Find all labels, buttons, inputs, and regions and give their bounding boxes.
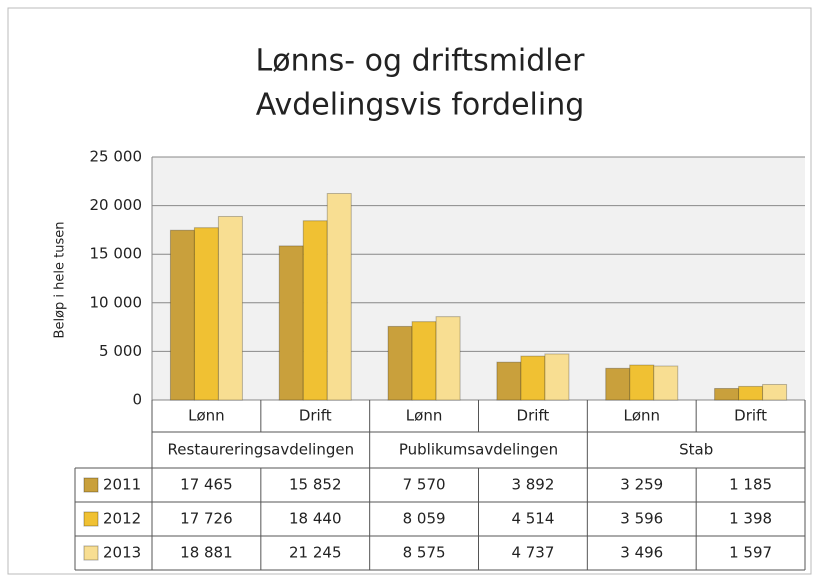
bar (520, 355, 546, 401)
bar (217, 215, 243, 401)
table-value: 18 440 (289, 510, 342, 528)
table-value: 3 496 (620, 544, 663, 562)
legend-swatch (83, 511, 99, 527)
table-value: 4 737 (511, 544, 554, 562)
bar (605, 367, 631, 401)
bar (326, 192, 352, 401)
bar (302, 220, 328, 401)
x-tick-label: Drift (299, 407, 332, 425)
x-tick-label: Drift (734, 407, 767, 425)
table-value: 17 726 (180, 510, 233, 528)
table-value: 15 852 (289, 476, 342, 494)
group-label: Stab (679, 441, 713, 459)
table-value: 21 245 (289, 544, 342, 562)
bar (411, 321, 437, 401)
bar (496, 361, 522, 401)
legend-label: 2012 (103, 510, 141, 528)
bar (714, 387, 740, 401)
x-tick-label: Lønn (406, 407, 443, 425)
plot-area (152, 157, 805, 400)
y-tick-label: 25 000 (90, 148, 143, 166)
group-label: Restaureringsavdelingen (168, 441, 355, 459)
y-tick-label: 20 000 (90, 196, 143, 214)
chart-title: Lønns- og driftsmidler (256, 44, 586, 79)
bar (738, 385, 764, 401)
table-value: 1 597 (729, 544, 772, 562)
table-value: 1 398 (729, 510, 772, 528)
table-value: 8 059 (403, 510, 446, 528)
bar (544, 353, 570, 401)
y-tick-label: 5 000 (99, 342, 142, 360)
legend-swatch (83, 545, 99, 561)
legend-label: 2011 (103, 476, 141, 494)
group-label: Publikumsavdelingen (399, 441, 558, 459)
table-value: 7 570 (403, 476, 446, 494)
bar (762, 383, 788, 401)
bar (169, 229, 195, 401)
x-tick-label: Lønn (188, 407, 225, 425)
y-tick-label: 0 (132, 391, 142, 409)
bar (387, 325, 413, 401)
table-value: 4 514 (511, 510, 554, 528)
legend-label: 2013 (103, 544, 141, 562)
bar (435, 316, 461, 401)
bar (653, 365, 679, 401)
y-tick-label: 15 000 (90, 245, 143, 263)
table-value: 17 465 (180, 476, 233, 494)
table-value: 3 892 (511, 476, 554, 494)
table-value: 8 575 (403, 544, 446, 562)
table-value: 3 596 (620, 510, 663, 528)
legend-swatch (83, 477, 99, 493)
table-value: 3 259 (620, 476, 663, 494)
bar (193, 227, 219, 401)
chart-title: Avdelingsvis fordeling (256, 88, 585, 123)
x-tick-label: Drift (517, 407, 550, 425)
y-axis-label: Beløp i hele tusen (53, 222, 68, 339)
y-tick-label: 10 000 (90, 293, 143, 311)
x-tick-label: Lønn (623, 407, 660, 425)
table-value: 18 881 (180, 544, 233, 562)
table-value: 1 185 (729, 476, 772, 494)
bar (278, 245, 304, 401)
bar (629, 364, 655, 401)
